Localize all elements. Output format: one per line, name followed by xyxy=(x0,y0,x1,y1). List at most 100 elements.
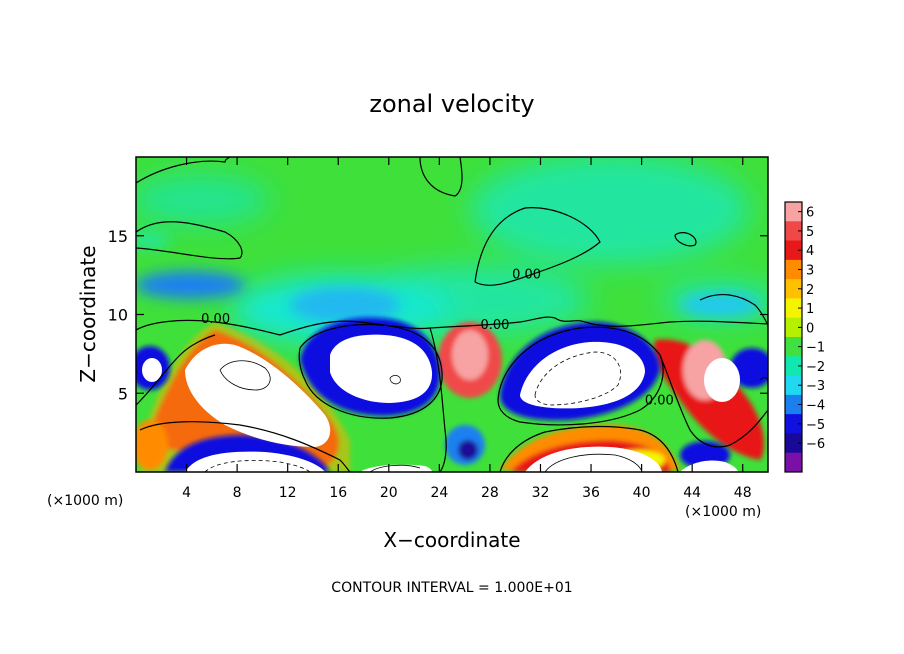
x-tick-label: 8 xyxy=(233,485,242,501)
contour-label: 0.00 xyxy=(512,268,541,283)
contour-label: 0.00 xyxy=(645,394,674,409)
colorbar-label: −6 xyxy=(806,437,825,452)
x-axis: 4 8 12 16 20 24 28 32 36 40 44 48 xyxy=(182,157,752,501)
colorbar-swatch xyxy=(785,394,802,415)
colorbar-swatch xyxy=(785,414,802,434)
x-tick-label: 20 xyxy=(380,485,398,501)
colorbar-label: 1 xyxy=(806,302,814,317)
y-tick-label: 15 xyxy=(108,227,128,246)
colorbar-swatch xyxy=(785,375,802,396)
band-pink-28 xyxy=(452,330,488,380)
core-far-right xyxy=(704,358,740,402)
band-orange-far-left xyxy=(136,420,168,470)
contour-zero-lower-right xyxy=(499,425,679,472)
contour-zero-drop-24 xyxy=(429,327,447,472)
x-tick-label: 36 xyxy=(582,485,600,501)
field-patch xyxy=(290,287,400,323)
core-bottom-44 xyxy=(680,460,738,472)
core-far-left xyxy=(142,358,162,382)
y-axis-label: Z−coordinate xyxy=(76,245,100,382)
contour-positive-bottom-right xyxy=(544,453,643,472)
x-axis-label: X−coordinate xyxy=(383,528,520,552)
weak-negative-cores xyxy=(136,232,760,323)
contour-label: 0.00 xyxy=(480,318,509,333)
contour-zero-main-left xyxy=(136,319,281,336)
field-patch xyxy=(136,175,270,225)
colorbar-label: 2 xyxy=(806,283,814,298)
colorbar-label: 0 xyxy=(806,321,814,336)
x-unit-right: (×1000 m) xyxy=(685,504,761,520)
core-bottom-right xyxy=(525,446,662,472)
y-tick-label: 5 xyxy=(118,384,128,403)
contour-zero-right-edge xyxy=(699,293,768,326)
contour-positive-bottom-center xyxy=(369,464,421,472)
contour-zero-dome xyxy=(474,207,601,286)
colorbar-label: −5 xyxy=(806,418,825,433)
colorbar-label: −3 xyxy=(806,379,825,394)
colorbar-swatch xyxy=(785,298,802,319)
colorbar-frame xyxy=(784,201,803,473)
x-tick-label: 40 xyxy=(633,485,651,501)
x-tick-label: 28 xyxy=(481,485,499,501)
colorbar-label: 6 xyxy=(806,206,814,221)
colorbar-label: 4 xyxy=(806,244,814,259)
colorbar-swatch xyxy=(785,433,802,454)
x-tick-label: 44 xyxy=(683,485,701,501)
x-unit-left: (×1000 m) xyxy=(47,493,123,509)
x-tick-label: 32 xyxy=(532,485,550,501)
x-tick-label: 4 xyxy=(182,485,191,501)
core-center xyxy=(330,334,433,403)
contour-zero-loop-center xyxy=(298,323,443,419)
colorbar-swatch xyxy=(785,240,802,261)
chart-title: zonal velocity xyxy=(369,90,534,118)
colorbar-label: −4 xyxy=(806,399,825,414)
contour-zero-upper xyxy=(136,221,243,260)
x-tick-label: 12 xyxy=(279,485,297,501)
contour-negative-right xyxy=(534,351,621,406)
colorbar-swatch xyxy=(785,356,802,377)
x-tick-label: 48 xyxy=(734,485,752,501)
plot-area: 0.00 0.00 0.00 0.00 xyxy=(136,157,768,472)
contour-zero-loop-right xyxy=(497,326,664,426)
contour-lines xyxy=(136,157,768,472)
field-patch xyxy=(680,293,760,317)
contour-zero-top-right xyxy=(419,157,463,197)
contour-negative-bottom-left xyxy=(204,460,311,472)
contour-interval-note: CONTOUR INTERVAL = 1.000E+01 xyxy=(331,580,572,596)
contour-label-layer: 0.00 0.00 0.00 0.00 xyxy=(201,268,674,409)
y-tick-label: 10 xyxy=(108,306,128,325)
contour-zero-drop-left xyxy=(136,334,216,406)
field-patch xyxy=(136,232,170,248)
colorbar-label: −2 xyxy=(806,360,825,375)
colorbar-swatch xyxy=(785,259,802,280)
colorbar-swatch xyxy=(785,337,802,357)
core-bottom-left xyxy=(185,451,325,472)
colorbar: 6 5 4 3 2 1 0 −1 −2 −3 −4 −5 −6 xyxy=(784,201,825,473)
contour-label: 0.00 xyxy=(201,312,230,327)
weak-negative-field xyxy=(136,157,768,345)
saturated-cores xyxy=(142,334,740,472)
field-patch xyxy=(470,157,750,265)
band-red-right xyxy=(654,339,765,460)
contour-zero-lower-left xyxy=(139,421,351,472)
colorbar-label: 5 xyxy=(806,225,814,240)
colorbar-swatch xyxy=(785,221,802,242)
colorbar-swatch xyxy=(785,202,802,222)
field-patch xyxy=(136,271,245,299)
contour-zero-small xyxy=(674,232,697,247)
contour-positive-left xyxy=(219,360,271,391)
core-left xyxy=(185,343,331,447)
colorbar-swatch xyxy=(785,452,802,473)
colorbar-label: 3 xyxy=(806,264,814,279)
x-tick-label: 24 xyxy=(430,485,448,501)
contour-zero-top-left xyxy=(136,157,231,184)
y-axis: 5 10 15 xyxy=(108,227,768,403)
contour-positive-center xyxy=(389,375,401,385)
colorbar-swatch xyxy=(785,279,802,299)
x-tick-label: 16 xyxy=(329,485,347,501)
band-navy-26 xyxy=(458,440,478,460)
colorbar-swatch xyxy=(785,317,802,338)
contour-zero-drop-40 xyxy=(659,354,768,448)
colorbar-label: −1 xyxy=(806,341,825,356)
